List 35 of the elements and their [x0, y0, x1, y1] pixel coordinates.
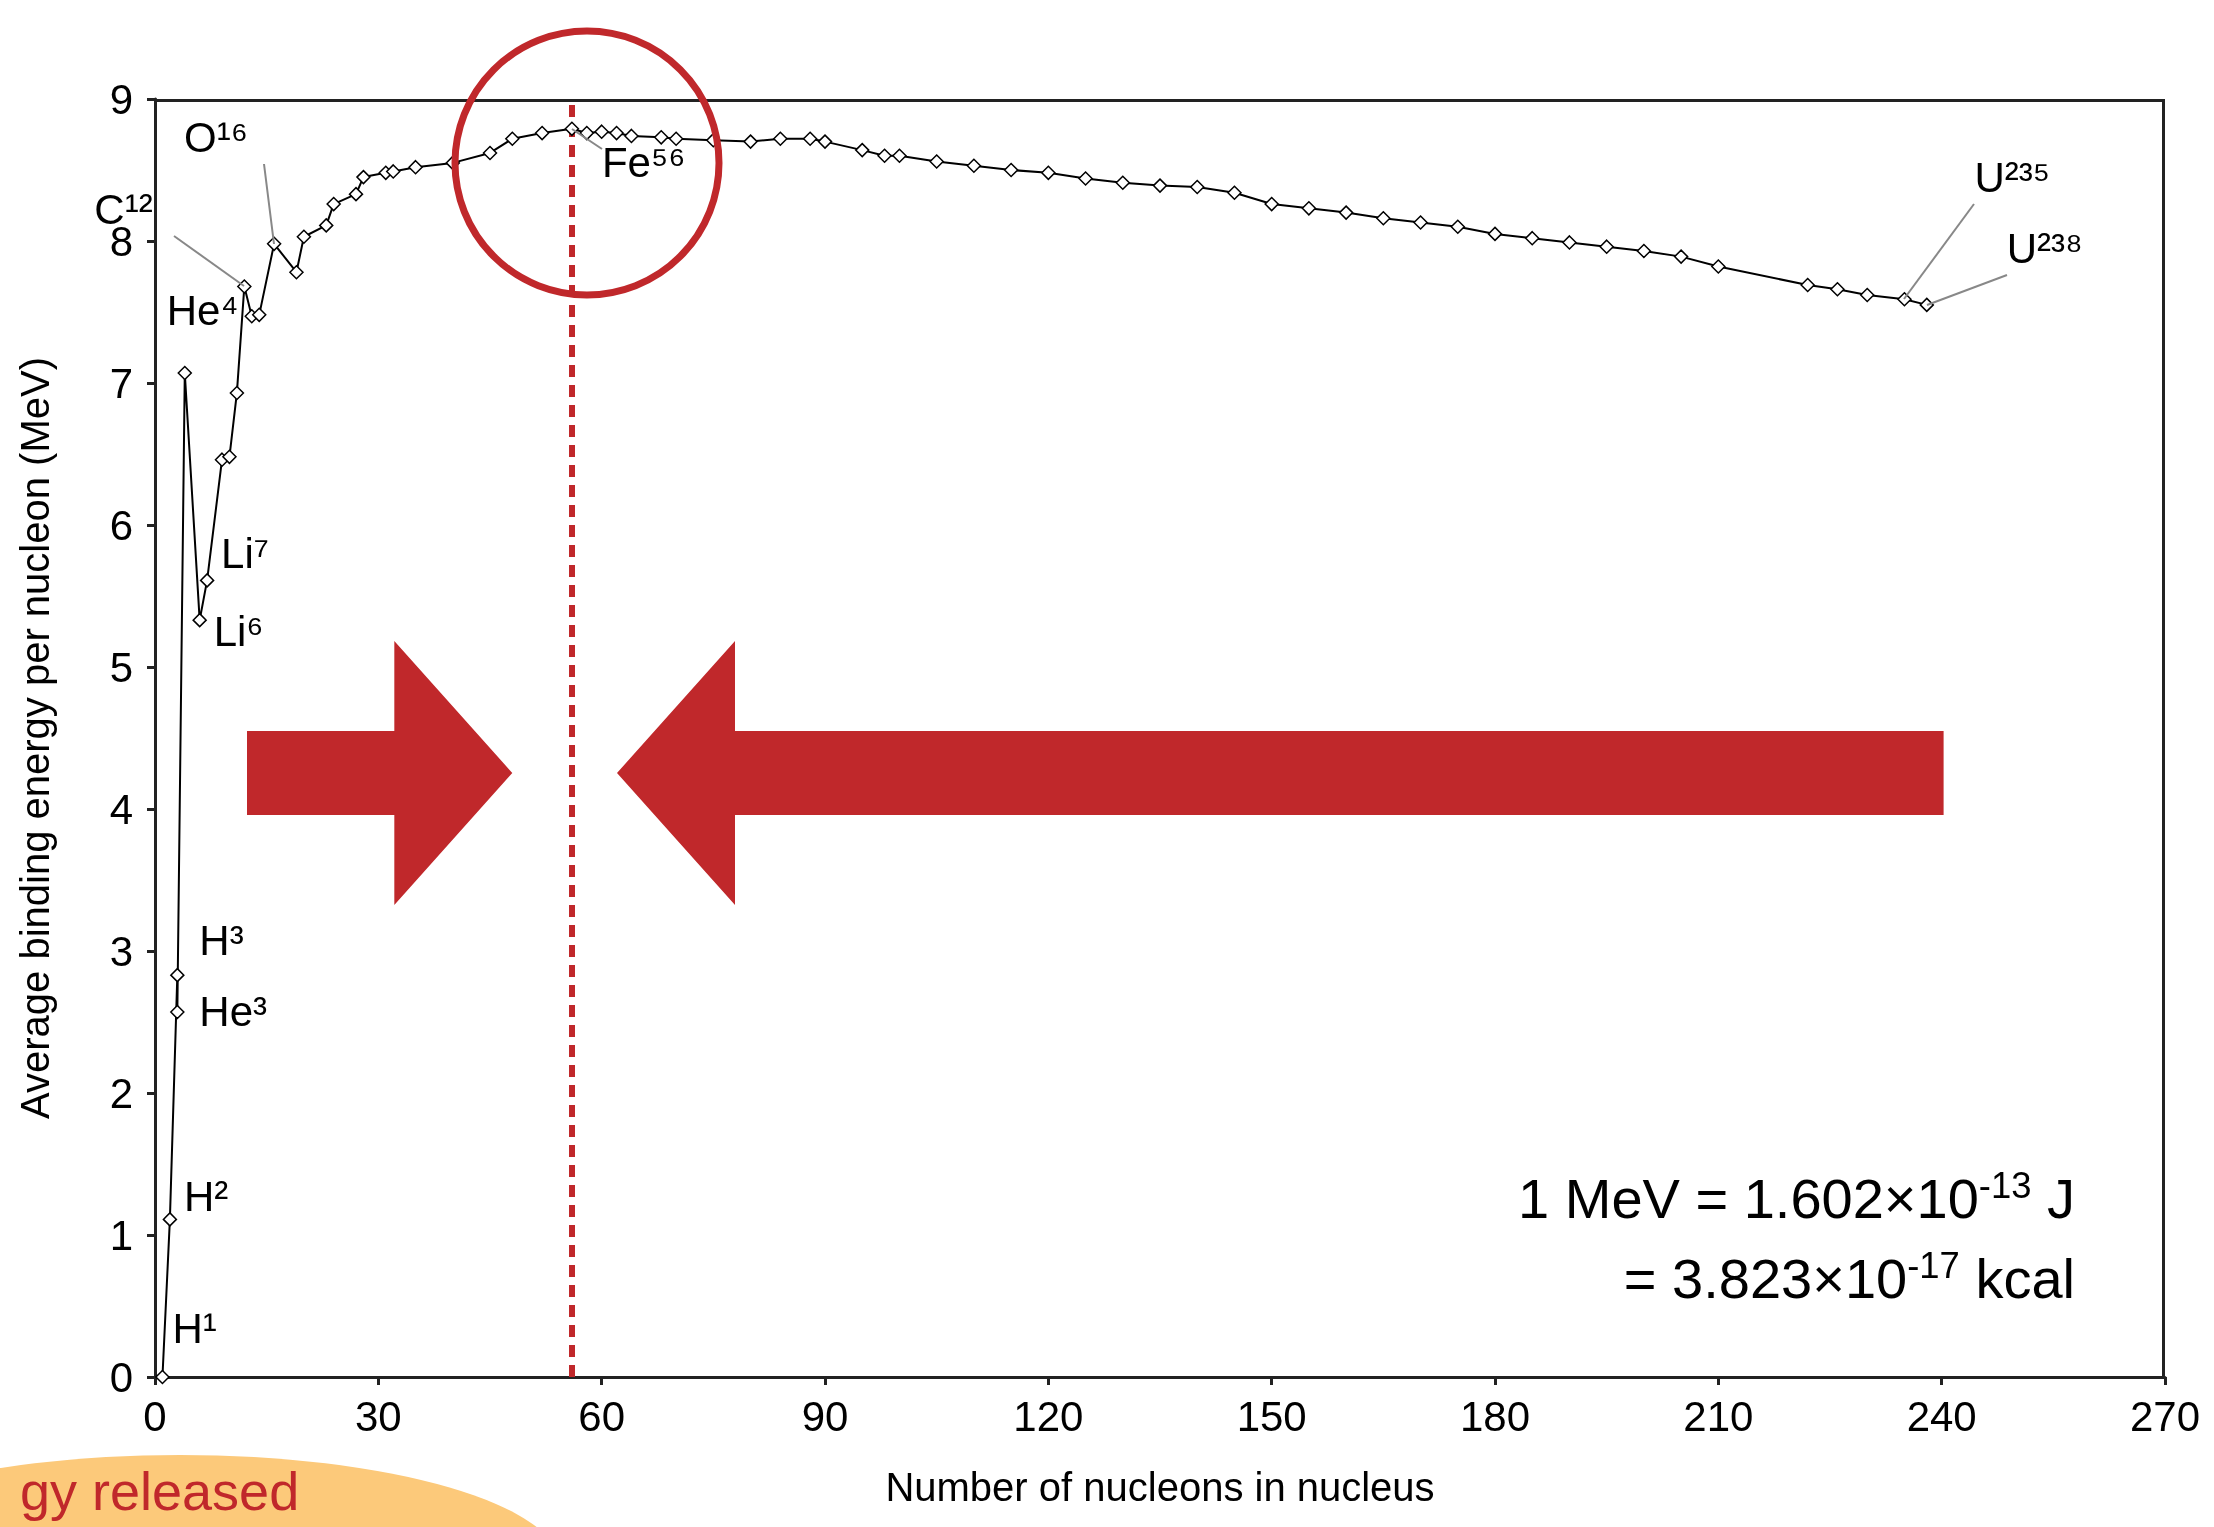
annotation: 1 MeV = 1.602×10$^{-13}$ J — [1518, 1165, 2075, 1231]
y-tick-label: 4 — [109, 785, 133, 833]
y-tick-label: 6 — [109, 501, 133, 549]
y-tick-label: 2 — [109, 1069, 133, 1117]
x-tick-label: 150 — [1236, 1392, 1307, 1440]
y-axis-title: Average binding energy per nucleon (MeV) — [13, 357, 57, 1119]
x-tick-label: 60 — [578, 1392, 626, 1440]
x-tick-label: 210 — [1683, 1392, 1754, 1440]
x-axis-title: Number of nucleons in nucleus — [885, 1465, 1435, 1509]
y-tick-label: 3 — [109, 927, 133, 975]
annotation: Li⁷ — [221, 530, 269, 579]
text: gy released — [20, 1460, 300, 1522]
annotation: He³ — [199, 988, 268, 1037]
y-tick-label: 1 — [109, 1211, 133, 1259]
annotation: U²³⁵ — [1974, 154, 2051, 203]
y-tick-label: 0 — [109, 1353, 133, 1401]
y-tick-label: 5 — [109, 643, 133, 691]
x-tick-label: 90 — [801, 1392, 849, 1440]
annotation: = 3.823×10$^{-17}$ kcal — [1623, 1245, 2075, 1311]
x-tick-label: 120 — [1013, 1392, 1084, 1440]
annotation: H¹ — [172, 1305, 217, 1353]
annotation: O¹⁶ — [184, 113, 249, 162]
annotation: H³ — [199, 917, 244, 966]
y-tick-label: 9 — [109, 75, 133, 123]
annotation: Li⁶ — [213, 608, 264, 657]
annotation: He⁴ — [166, 287, 239, 336]
x-tick-label: 0 — [143, 1392, 167, 1440]
annotation: U²³⁸ — [2006, 224, 2083, 273]
x-tick-label: 180 — [1459, 1392, 1531, 1440]
x-tick-label: 30 — [354, 1392, 402, 1440]
annotation: H² — [183, 1173, 229, 1222]
x-tick-label: 270 — [2129, 1392, 2201, 1440]
x-tick-label: 240 — [1906, 1392, 1977, 1440]
annotation: Fe⁵⁶ — [601, 138, 686, 187]
y-tick-label: 7 — [109, 359, 133, 407]
